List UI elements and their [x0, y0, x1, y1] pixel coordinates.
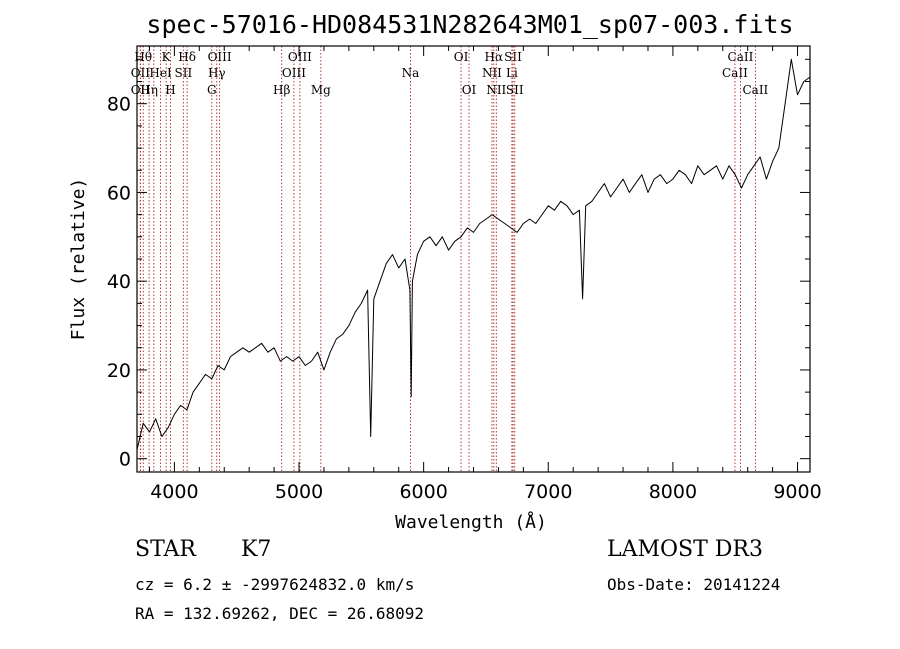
y-tick-label: 80	[107, 94, 131, 116]
spectral-line-label: NII	[486, 83, 506, 97]
spectral-line-label: Hβ	[273, 83, 290, 97]
spectral-line-label: Mg	[311, 83, 331, 97]
spectral-line-markers: HθOIIOIIHηHeIKHSIIHδGHγOIIIHβOIIIOIIIMgN…	[131, 46, 769, 472]
y-tick-label: 40	[107, 271, 131, 293]
x-axis-label: Wavelength (Å)	[395, 511, 547, 533]
x-tick-label: 8000	[649, 481, 697, 503]
spectrum-series	[136, 58, 811, 450]
y-tick-label: 60	[107, 182, 131, 204]
spectral-line-label: OIII	[208, 50, 232, 64]
spectral-line-label: SII	[175, 66, 193, 80]
spectral-line-label: CaII	[722, 66, 748, 80]
spectral-line-label: G	[207, 83, 217, 97]
y-tick-label: 20	[107, 360, 131, 382]
spectral-line-label: SII	[506, 83, 524, 97]
spectral-line-label: OII	[131, 66, 151, 80]
spectrum-line-0	[136, 58, 811, 450]
chart-title: spec-57016-HD084531N282643M01_sp07-003.f…	[146, 10, 793, 39]
spectral-line-label: HeI	[149, 66, 172, 80]
spectral-line-label: NII	[482, 66, 502, 80]
spectral-line-label: Hα	[485, 50, 504, 64]
spectral-line-label: OIII	[282, 66, 306, 80]
spectral-line-label: CaII	[742, 83, 768, 97]
spectral-line-label: Li	[506, 66, 518, 80]
spectral-line-label: CaII	[728, 50, 754, 64]
axes: 4000 5000 6000 7000 8000 9000 0 20 40 60 80	[107, 46, 822, 503]
spectral-line-label: OI	[454, 50, 469, 64]
spectral-line-label: Hθ	[134, 50, 152, 64]
x-tick-label: 7000	[524, 481, 572, 503]
spectral-line-label: OIII	[288, 50, 312, 64]
survey-name: LAMOST DR3	[607, 537, 763, 562]
x-tick-label: 9000	[773, 481, 821, 503]
observation-date: Obs-Date: 20141224	[607, 575, 781, 594]
redshift-info: cz = 6.2 ± -2997624832.0 km/s	[135, 575, 415, 594]
y-axis-label: Flux (relative)	[68, 178, 89, 341]
x-tick-label: 4000	[150, 481, 198, 503]
spectral-line-label: SII	[504, 50, 522, 64]
spectral-line-label: Hδ	[178, 50, 196, 64]
spectral-line-label: H	[165, 83, 175, 97]
object-subclass: K7	[241, 537, 272, 562]
spectral-line-label: Hη	[140, 83, 158, 97]
x-tick-label: 6000	[399, 481, 447, 503]
spectral-line-label: Na	[402, 66, 420, 80]
spectral-line-label: Hγ	[208, 66, 226, 80]
plot-frame	[136, 45, 811, 473]
spectral-line-label: K	[162, 50, 172, 64]
x-tick-label: 5000	[275, 481, 323, 503]
spectral-line-label: OI	[462, 83, 477, 97]
ra-dec-info: RA = 132.69262, DEC = 26.68092	[135, 604, 424, 623]
spectral-line-label: OII	[131, 83, 151, 97]
y-tick-label: 0	[119, 449, 131, 471]
object-type: STAR	[135, 537, 196, 562]
